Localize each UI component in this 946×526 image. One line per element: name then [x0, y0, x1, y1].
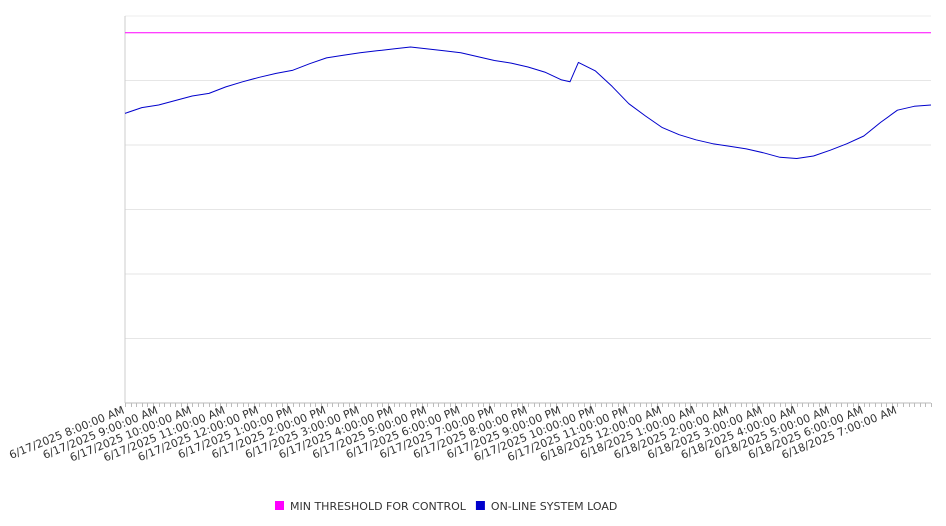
- legend-swatch-system-load: [475, 501, 485, 510]
- series-lines: [124, 32, 932, 159]
- legend-swatch-min-threshold: [275, 501, 284, 510]
- legend-label-min-threshold: MIN THRESHOLD FOR CONTROL: [290, 500, 467, 513]
- gridlines: [125, 15, 931, 339]
- series-line-system-load: [124, 46, 932, 159]
- legend-label-system-load: ON-LINE SYSTEM LOAD: [491, 500, 617, 513]
- legend: MIN THRESHOLD FOR CONTROL ON-LINE SYSTEM …: [275, 500, 617, 513]
- axes: [124, 16, 932, 407]
